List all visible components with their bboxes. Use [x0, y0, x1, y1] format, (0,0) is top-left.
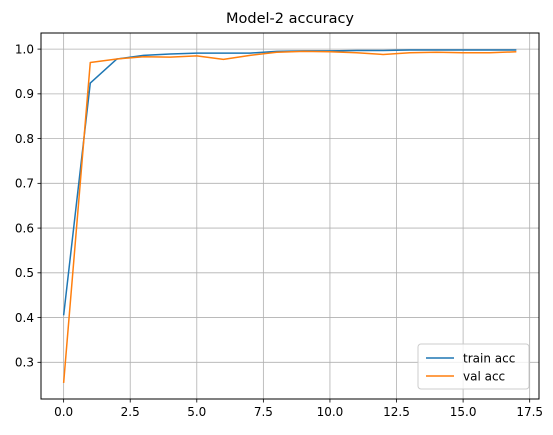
y-tick-label: 0.6 — [15, 221, 34, 235]
y-tick-label: 0.9 — [15, 87, 34, 101]
y-tick-label: 0.7 — [15, 177, 34, 191]
y-tick-label: 0.5 — [15, 266, 34, 280]
y-tick-label: 0.4 — [15, 311, 34, 325]
x-tick-label: 5.0 — [187, 405, 206, 419]
y-tick-label: 0.8 — [15, 132, 34, 146]
x-tick-label: 2.5 — [121, 405, 140, 419]
chart-title: Model-2 accuracy — [226, 11, 354, 27]
y-tick-label: 0.3 — [15, 356, 34, 370]
x-tick-label: 0.0 — [54, 405, 73, 419]
axis-ticks: 0.0 2.5 5.0 7.5 10.0 12.5 15.0 17.5 0.3 0.4 0.5 0.6… — [15, 42, 543, 419]
legend-label: train acc — [463, 351, 515, 365]
legend: train acc val acc — [417, 343, 530, 390]
grid-lines — [41, 33, 539, 399]
plot-frame — [40, 32, 540, 400]
series-line-train-acc — [62, 49, 517, 316]
x-tick-label: 12.5 — [383, 405, 410, 419]
legend-box — [417, 343, 530, 390]
x-tick-label: 10.0 — [317, 405, 344, 419]
series-line-val-acc — [62, 50, 517, 383]
x-tick-label: 7.5 — [254, 405, 273, 419]
x-tick-label: 17.5 — [516, 405, 543, 419]
legend-label: val acc — [463, 369, 505, 383]
x-tick-label: 15.0 — [450, 405, 477, 419]
y-tick-label: 1.0 — [15, 42, 34, 56]
series-lines — [62, 49, 517, 383]
